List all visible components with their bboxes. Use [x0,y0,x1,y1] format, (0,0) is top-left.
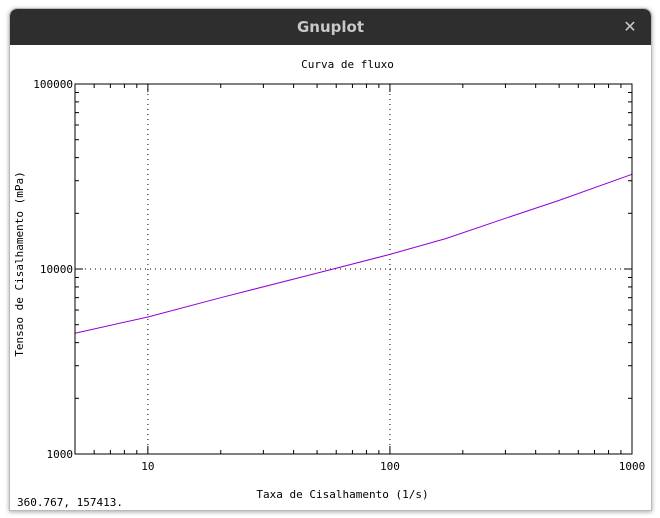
series-line [74,173,633,334]
x-tick-label: 100 [380,460,400,473]
title-bar[interactable]: Gnuplot ✕ [10,9,651,45]
x-axis-label: Taxa de Cisalhamento (1/s) [256,488,428,501]
y-tick-label: 1000 [47,448,74,461]
plot-area[interactable]: 10 100 1000 1000 10000 100000 Curva de fluxo Ta… [10,45,651,510]
close-icon[interactable]: ✕ [623,17,637,36]
x-tick-label: 1000 [619,460,646,473]
y-axis-label: Tensao de Cisalhamento (mPa) [13,171,26,356]
x-tick-label: 10 [141,460,154,473]
window-title: Gnuplot [296,18,365,36]
plot-frame [74,83,633,455]
cursor-coordinates: 360.767, 157413. [17,496,123,509]
gnuplot-window: Gnuplot ✕ 10 100 1000 1000 10000 100000 Curva … [9,8,652,511]
y-tick-label: 10000 [40,263,73,276]
y-tick-label: 100000 [33,78,73,91]
chart-title: Curva de fluxo [301,58,394,71]
flow-curve-chart[interactable]: 10 100 1000 1000 10000 100000 Curva de fluxo Ta… [10,45,651,510]
